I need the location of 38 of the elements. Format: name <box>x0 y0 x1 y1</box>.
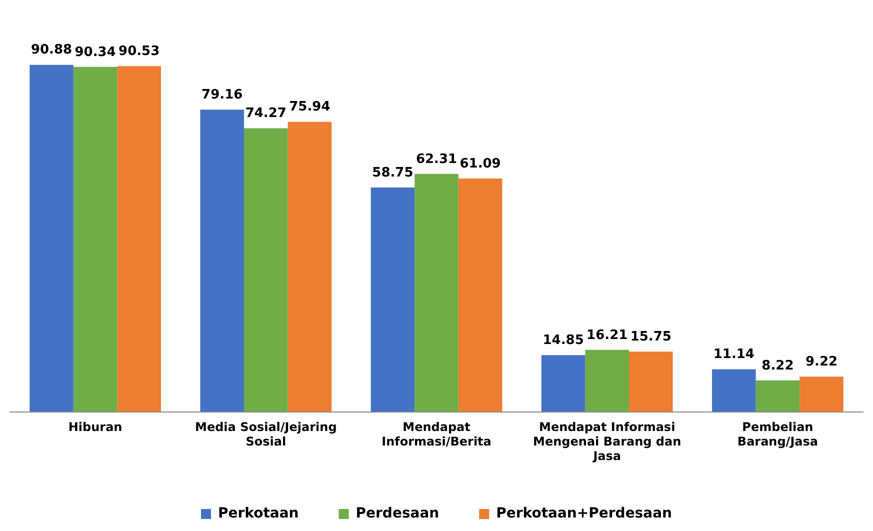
legend-label: Perkotaan <box>218 506 299 522</box>
bar <box>541 355 586 412</box>
x-tick-label: Hiburan <box>68 420 122 434</box>
bar <box>628 352 673 412</box>
data-label: 14.85 <box>542 332 584 348</box>
x-tick-label: Mendapat Informasi/Berita <box>382 420 492 449</box>
x-tick-label: Mendapat Informasi Mengenai Barang dan Jasa <box>533 420 682 463</box>
bar <box>370 187 415 412</box>
data-label: 75.94 <box>289 100 330 115</box>
data-label: 79.16 <box>202 87 243 102</box>
bar <box>73 66 118 412</box>
bar <box>244 128 288 412</box>
data-label: 11.14 <box>713 347 754 362</box>
data-label: 16.21 <box>586 328 628 343</box>
bar <box>800 376 844 412</box>
bar <box>30 64 74 412</box>
data-label: 90.34 <box>74 44 116 60</box>
bar <box>712 369 756 412</box>
data-label: 9.22 <box>805 354 838 370</box>
data-label: 58.75 <box>372 165 414 180</box>
data-label: 8.22 <box>762 358 794 374</box>
legend-label: Perdesaan <box>356 506 440 522</box>
bar <box>117 66 161 412</box>
bar <box>200 110 244 412</box>
data-label: 74.27 <box>245 106 286 122</box>
legend-label: Perkotaan+Perdesaan <box>496 506 672 522</box>
x-tick-label: Pembelian Barang/Jasa <box>737 420 818 449</box>
bar <box>458 178 502 412</box>
bar <box>585 350 629 412</box>
bar <box>414 174 458 412</box>
bar <box>756 380 800 412</box>
data-label: 62.31 <box>416 152 458 167</box>
data-label: 61.09 <box>460 156 501 172</box>
data-label: 90.88 <box>30 42 72 58</box>
x-tick-label: Media Sosial/Jejaring Sosial <box>195 420 337 449</box>
data-label: 90.53 <box>118 44 160 60</box>
data-label: 15.75 <box>630 330 672 345</box>
bar <box>288 122 332 412</box>
